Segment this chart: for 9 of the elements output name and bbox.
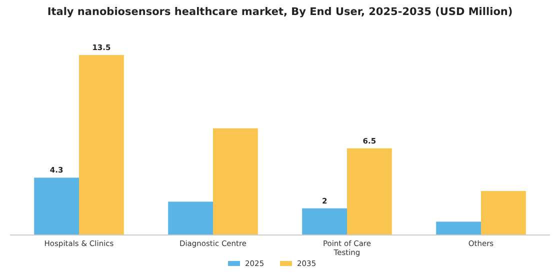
- bar: [213, 128, 258, 235]
- chart-title: Italy nanobiosensors healthcare market, By End User, 2025-2035 (USD Million): [47, 6, 513, 18]
- bar: [480, 191, 526, 235]
- bar: [168, 202, 213, 235]
- bar: [347, 148, 392, 235]
- bar: [79, 55, 124, 235]
- bar: [436, 222, 481, 235]
- bar: [34, 178, 80, 235]
- bar: [302, 208, 347, 235]
